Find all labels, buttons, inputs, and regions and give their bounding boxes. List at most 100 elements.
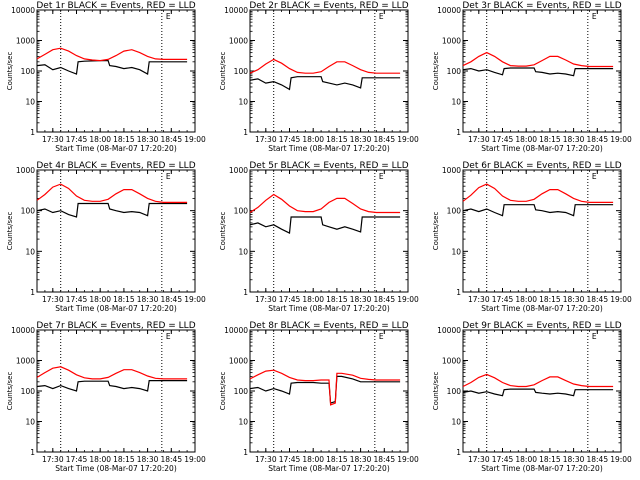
x-tick-label: 19:00 (397, 455, 419, 464)
y-tick-label: 1000 (442, 357, 461, 366)
panel-title: Det 9r BLACK = Events, RED = LLD (462, 321, 621, 331)
detector-panel-7: Det 7r BLACK = Events, RED = LLD 1 10 100 10… (6, 321, 206, 473)
x-axis-label: Start Time (08-Mar-07 17:20:20) (55, 144, 177, 153)
x-tick-label: 17:30 (468, 455, 490, 464)
y-tick-label: 100 (234, 67, 249, 76)
marker-label: E (166, 332, 171, 341)
x-tick-label: 18:15 (326, 295, 348, 304)
x-tick-label: 17:30 (42, 135, 64, 144)
panel-title: Det 4r BLACK = Events, RED = LLD (36, 161, 195, 171)
x-tick-label: 18:15 (539, 295, 561, 304)
y-tick-label: 1 (456, 128, 461, 137)
x-tick-label: 18:00 (89, 135, 111, 144)
series-line-events (249, 76, 401, 91)
x-tick-label: 18:00 (515, 295, 537, 304)
series-line-lld (249, 58, 401, 74)
y-tick-label: 10 (238, 418, 248, 427)
y-tick-label: 1000 (442, 166, 461, 175)
x-tick-label: 18:45 (160, 295, 182, 304)
y-tick-label: 100 (447, 207, 462, 216)
y-tick-label: 1000 (442, 37, 461, 46)
series-line-events (36, 202, 188, 218)
marker-label: E (592, 332, 597, 341)
y-tick-label: 100 (21, 67, 36, 76)
x-tick-label: 18:45 (586, 135, 608, 144)
marker-label: E (379, 332, 384, 341)
y-tick-label: 10 (451, 247, 461, 256)
x-tick-label: 19:00 (184, 455, 206, 464)
marker-label: E (592, 172, 597, 181)
y-tick-label: 10 (238, 247, 248, 256)
x-tick-label: 17:30 (468, 135, 490, 144)
x-tick-label: 18:00 (515, 455, 537, 464)
y-tick-label: 1 (456, 288, 461, 297)
x-axis-label: Start Time (08-Mar-07 17:20:20) (481, 464, 603, 473)
x-tick-label: 18:15 (326, 135, 348, 144)
x-tick-label: 19:00 (610, 135, 632, 144)
x-tick-label: 17:45 (66, 135, 88, 144)
y-axis-label: Counts/sec (432, 52, 440, 91)
x-axis-label: Start Time (08-Mar-07 17:20:20) (268, 464, 390, 473)
marker-label: E (379, 172, 384, 181)
marker-label: E (379, 12, 384, 21)
x-tick-label: 17:45 (66, 295, 88, 304)
y-tick-label: 10000 (224, 326, 248, 335)
series-line-lld (462, 183, 614, 203)
x-tick-label: 18:45 (160, 455, 182, 464)
series-line-lld (249, 369, 401, 406)
y-axis-label: Counts/sec (219, 52, 227, 91)
y-axis-label: Counts/sec (219, 372, 227, 411)
x-tick-label: 17:30 (42, 455, 64, 464)
x-tick-label: 18:30 (350, 455, 372, 464)
panel-title: Det 2r BLACK = Events, RED = LLD (249, 1, 408, 11)
x-tick-label: 17:45 (279, 295, 301, 304)
y-tick-label: 1 (30, 288, 35, 297)
series-line-events (36, 59, 188, 75)
y-tick-label: 10 (451, 98, 461, 107)
x-tick-label: 18:30 (350, 295, 372, 304)
y-tick-label: 10 (451, 418, 461, 427)
x-tick-label: 19:00 (397, 135, 419, 144)
x-tick-label: 18:30 (563, 295, 585, 304)
y-tick-label: 100 (21, 387, 36, 396)
detector-panel-9: Det 9r BLACK = Events, RED = LLD 1 10 100 10… (432, 321, 632, 473)
x-tick-label: 18:00 (89, 295, 111, 304)
x-tick-label: 17:30 (255, 295, 277, 304)
x-tick-label: 17:30 (255, 135, 277, 144)
x-tick-label: 18:00 (515, 135, 537, 144)
x-tick-label: 17:45 (279, 455, 301, 464)
y-tick-label: 100 (21, 207, 36, 216)
x-tick-label: 18:45 (373, 455, 395, 464)
x-tick-label: 18:15 (113, 135, 135, 144)
x-tick-label: 19:00 (184, 295, 206, 304)
series-line-lld (36, 183, 188, 203)
x-tick-label: 18:00 (302, 295, 324, 304)
x-tick-label: 18:30 (137, 295, 159, 304)
y-tick-label: 1 (456, 448, 461, 457)
y-axis-label: Counts/sec (6, 52, 14, 91)
series-line-events (36, 380, 188, 392)
series-line-events (249, 216, 401, 235)
x-tick-label: 18:00 (302, 135, 324, 144)
x-tick-label: 17:45 (66, 455, 88, 464)
x-tick-label: 18:45 (586, 295, 608, 304)
series-line-lld (36, 47, 188, 62)
y-tick-label: 10 (238, 98, 248, 107)
y-tick-label: 10000 (437, 6, 461, 15)
x-tick-label: 17:45 (492, 455, 514, 464)
series-line-events (462, 67, 614, 77)
y-axis-label: Counts/sec (432, 212, 440, 251)
y-tick-label: 1000 (229, 37, 248, 46)
x-tick-label: 18:45 (586, 455, 608, 464)
y-axis-label: Counts/sec (6, 212, 14, 251)
y-tick-label: 10000 (11, 326, 35, 335)
x-tick-label: 17:45 (279, 135, 301, 144)
detector-panel-4: Det 4r BLACK = Events, RED = LLD 1 10 100 10… (6, 161, 206, 313)
marker-label: E (592, 12, 597, 21)
y-tick-label: 1000 (229, 166, 248, 175)
y-tick-label: 1 (30, 448, 35, 457)
y-tick-label: 1000 (16, 166, 35, 175)
y-tick-label: 10 (25, 418, 35, 427)
detector-panel-8: Det 8r BLACK = Events, RED = LLD 1 10 100 10… (219, 321, 419, 473)
